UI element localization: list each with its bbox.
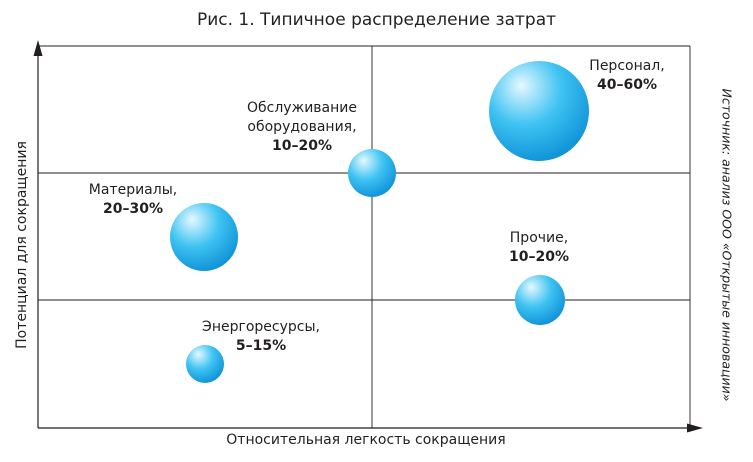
bubble-point <box>186 345 224 383</box>
y-axis-label: Потенциал для сокращения <box>14 141 30 349</box>
bubble-label: Обслуживание оборудования, 10–20% <box>237 99 367 156</box>
bubble-point <box>515 275 565 325</box>
bubble-label: Материалы, 20–30% <box>89 181 177 219</box>
bubble-label: Энергоресурсы, 5–15% <box>202 318 320 356</box>
bubble-point <box>170 203 238 271</box>
bubble-point <box>348 149 396 197</box>
x-axis-arrow <box>687 423 703 433</box>
y-axis-arrow <box>33 40 43 56</box>
bubble-label-name: Прочие, <box>509 230 569 246</box>
bubble-label-name: Материалы, <box>88 182 178 198</box>
chart-title: Рис. 1. Типичное распределение затрат <box>196 10 557 30</box>
bubble-point <box>489 61 589 161</box>
bubble-layer <box>170 61 589 383</box>
source-note: Источник: анализ ООО «Открытые инновации… <box>719 88 735 402</box>
bubble-label-name: Обслуживание оборудования, <box>247 100 357 135</box>
bubble-label: Персонал, 40–60% <box>589 57 664 95</box>
bubble-label-name: Персонал, <box>589 58 665 74</box>
x-axis-label: Относительная легкость сокращения <box>226 432 506 448</box>
bubble-label-value: 10–20% <box>509 249 569 265</box>
bubble-label-value: 40–60% <box>596 77 657 93</box>
bubble-label: Прочие, 10–20% <box>509 229 569 267</box>
axes <box>33 40 703 433</box>
bubble-label-name: Энергоресурсы, <box>202 319 320 335</box>
bubble-label-value: 10–20% <box>272 138 332 154</box>
bubble-label-value: 20–30% <box>102 201 163 217</box>
bubble-label-value: 5–15% <box>235 338 287 354</box>
